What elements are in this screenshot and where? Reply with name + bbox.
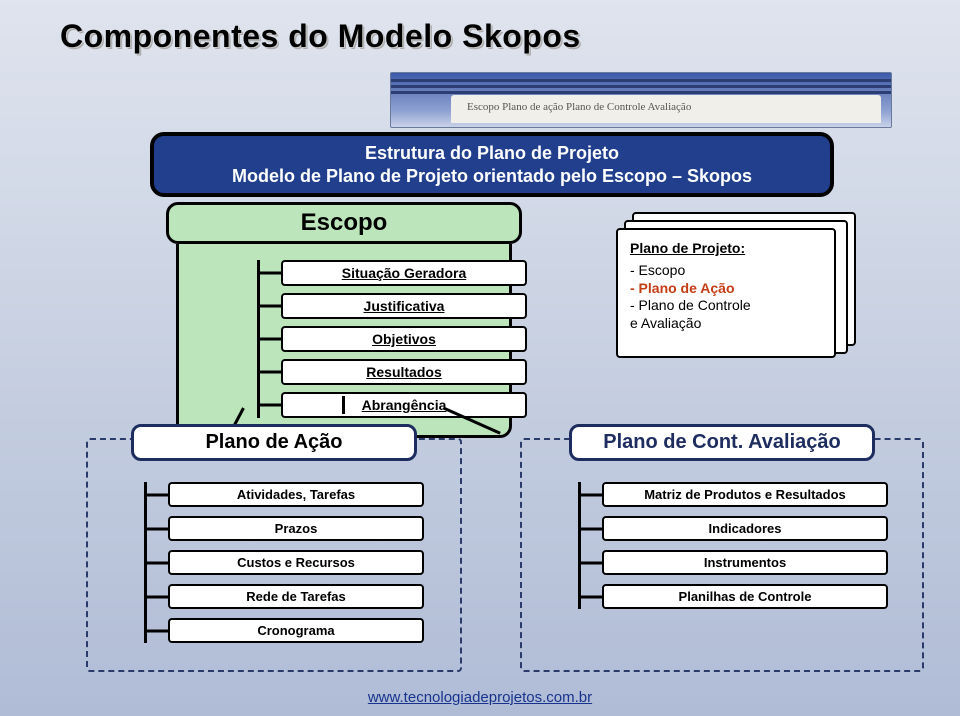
escopo-item: Resultados xyxy=(281,359,527,385)
acao-item: Atividades, Tarefas xyxy=(168,482,424,507)
aval-item: Matriz de Produtos e Resultados xyxy=(602,482,888,507)
aval-item: Instrumentos xyxy=(602,550,888,575)
connector xyxy=(342,396,345,414)
note-front: Plano de Projeto: - Escopo - Plano de Aç… xyxy=(616,228,836,358)
page-title: Componentes do Modelo Skopos xyxy=(60,18,581,55)
note-item: e Avaliação xyxy=(630,315,822,333)
escopo-item: Situação Geradora xyxy=(281,260,527,286)
acao-item: Cronograma xyxy=(168,618,424,643)
aval-head: Plano de Cont. Avaliação xyxy=(569,424,875,461)
banner-caption: Escopo Plano de ação Plano de Controle A… xyxy=(467,101,691,113)
escopo-item: Objetivos xyxy=(281,326,527,352)
aval-item: Planilhas de Controle xyxy=(602,584,888,609)
escopo-item: Justificativa xyxy=(281,293,527,319)
tree-trunk xyxy=(578,482,581,609)
escopo-items: Situação Geradora Justificativa Objetivo… xyxy=(247,260,527,418)
note-item: - Plano de Controle xyxy=(630,297,822,315)
banner-image: Escopo Plano de ação Plano de Controle A… xyxy=(390,72,892,128)
escopo-item: Abrangência xyxy=(281,392,527,418)
intro-line2: Modelo de Plano de Projeto orientado pel… xyxy=(172,165,812,188)
aval-items: Matriz de Produtos e Resultados Indicado… xyxy=(568,482,922,609)
acao-item: Prazos xyxy=(168,516,424,541)
acao-items: Atividades, Tarefas Prazos Custos e Recu… xyxy=(134,482,460,643)
acao-item: Rede de Tarefas xyxy=(168,584,424,609)
acao-item: Custos e Recursos xyxy=(168,550,424,575)
intro-line1: Estrutura do Plano de Projeto xyxy=(172,142,812,165)
intro-box: Estrutura do Plano de Projeto Modelo de … xyxy=(150,132,834,197)
note-heading: Plano de Projeto: xyxy=(630,240,822,256)
footer-url: www.tecnologiadeprojetos.com.br xyxy=(0,689,960,706)
escopo-head: Escopo xyxy=(166,202,522,244)
aval-item: Indicadores xyxy=(602,516,888,541)
note-item: - Plano de Ação xyxy=(630,280,822,298)
acao-head: Plano de Ação xyxy=(131,424,417,461)
note-item: - Escopo xyxy=(630,262,822,280)
aval-group: Plano de Cont. Avaliação Matriz de Produ… xyxy=(520,438,924,672)
projeto-note-stack: Plano de Projeto: - Escopo - Plano de Aç… xyxy=(616,212,852,362)
acao-group: Plano de Ação Atividades, Tarefas Prazos… xyxy=(86,438,462,672)
